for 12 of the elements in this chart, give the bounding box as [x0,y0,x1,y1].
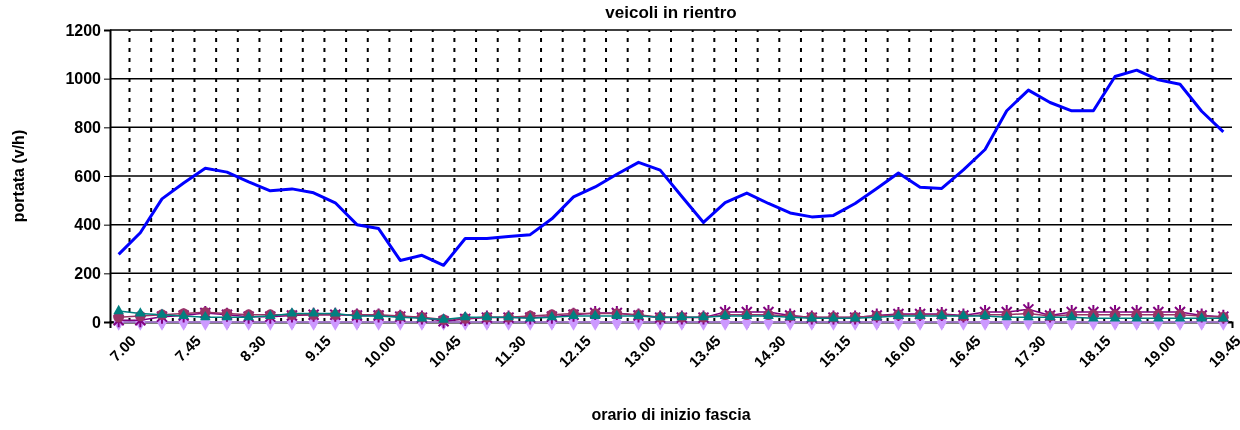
y-tick-label: 800 [74,118,102,136]
y-tick-label: 600 [74,167,102,185]
chart-title: veicoli in rientro [605,3,737,22]
x-tick-label: 8.30 [236,331,270,365]
y-tick-label: 0 [92,313,102,331]
y-tick-label: 400 [74,216,102,234]
y-tick-label: 1000 [65,70,102,88]
y-tick-label: 200 [74,264,102,282]
x-axis-title: orario di inizio fascia [591,406,751,423]
y-axis-title: portata (v/h) [10,129,27,223]
y-tick-label: 1200 [65,21,102,39]
x-tick-label: 7.00 [106,331,140,365]
